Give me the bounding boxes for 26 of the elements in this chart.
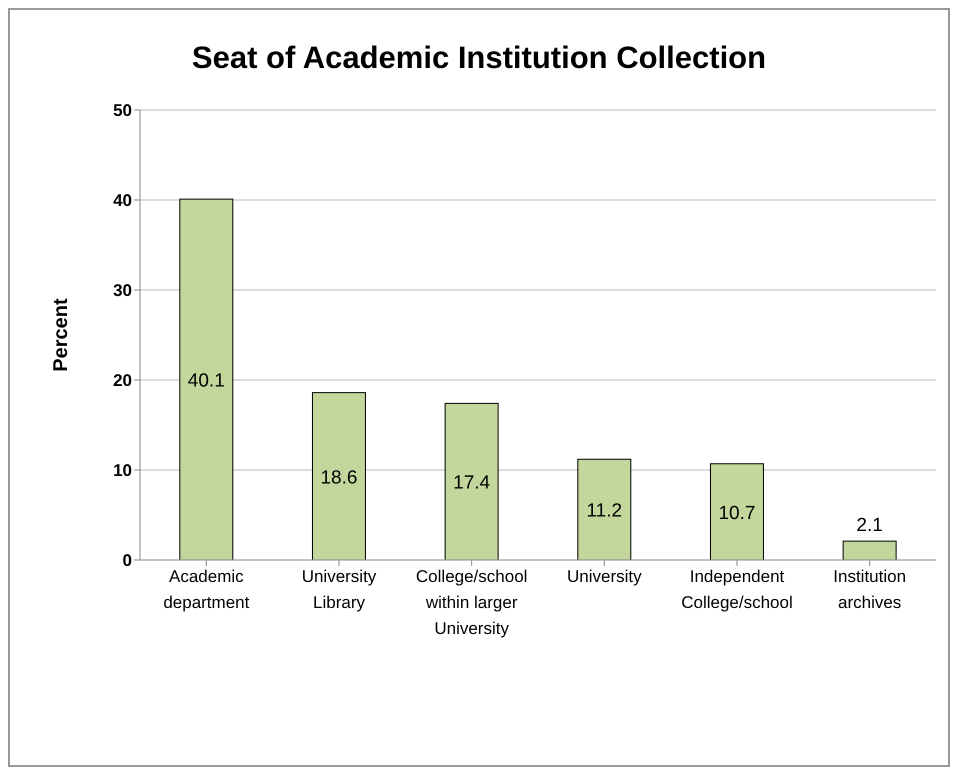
y-tick-label: 10 [113, 461, 132, 480]
data-label: 10.7 [718, 502, 756, 524]
y-axis-title: Percent [50, 298, 72, 372]
data-label: 18.6 [320, 467, 358, 488]
y-tick-label: 0 [122, 551, 132, 570]
x-tick-label: University Library [302, 567, 377, 612]
bar [312, 392, 366, 560]
y-tick-label: 30 [113, 281, 132, 300]
y-tick-label: 20 [113, 371, 132, 390]
data-label: 40.1 [188, 370, 225, 392]
y-tick-label: 40 [113, 191, 132, 210]
chart-title: Seat of Academic Institution Collection [190, 40, 768, 76]
x-tick-label: University [567, 567, 642, 586]
data-label: 2.1 [856, 515, 883, 536]
x-tick-label: College/school within larger University [416, 567, 528, 638]
bar [179, 198, 234, 560]
x-tick-label: Institution archives [833, 567, 906, 612]
bar [710, 463, 764, 560]
x-tick-label: Academic department [163, 567, 250, 612]
data-label: 17.4 [453, 472, 491, 494]
y-tick-label: 50 [113, 101, 132, 120]
bar [842, 540, 897, 560]
bar [577, 458, 632, 560]
data-label: 11.2 [586, 500, 622, 522]
x-tick-label: Independent College/school [681, 567, 793, 612]
bar [444, 402, 499, 560]
